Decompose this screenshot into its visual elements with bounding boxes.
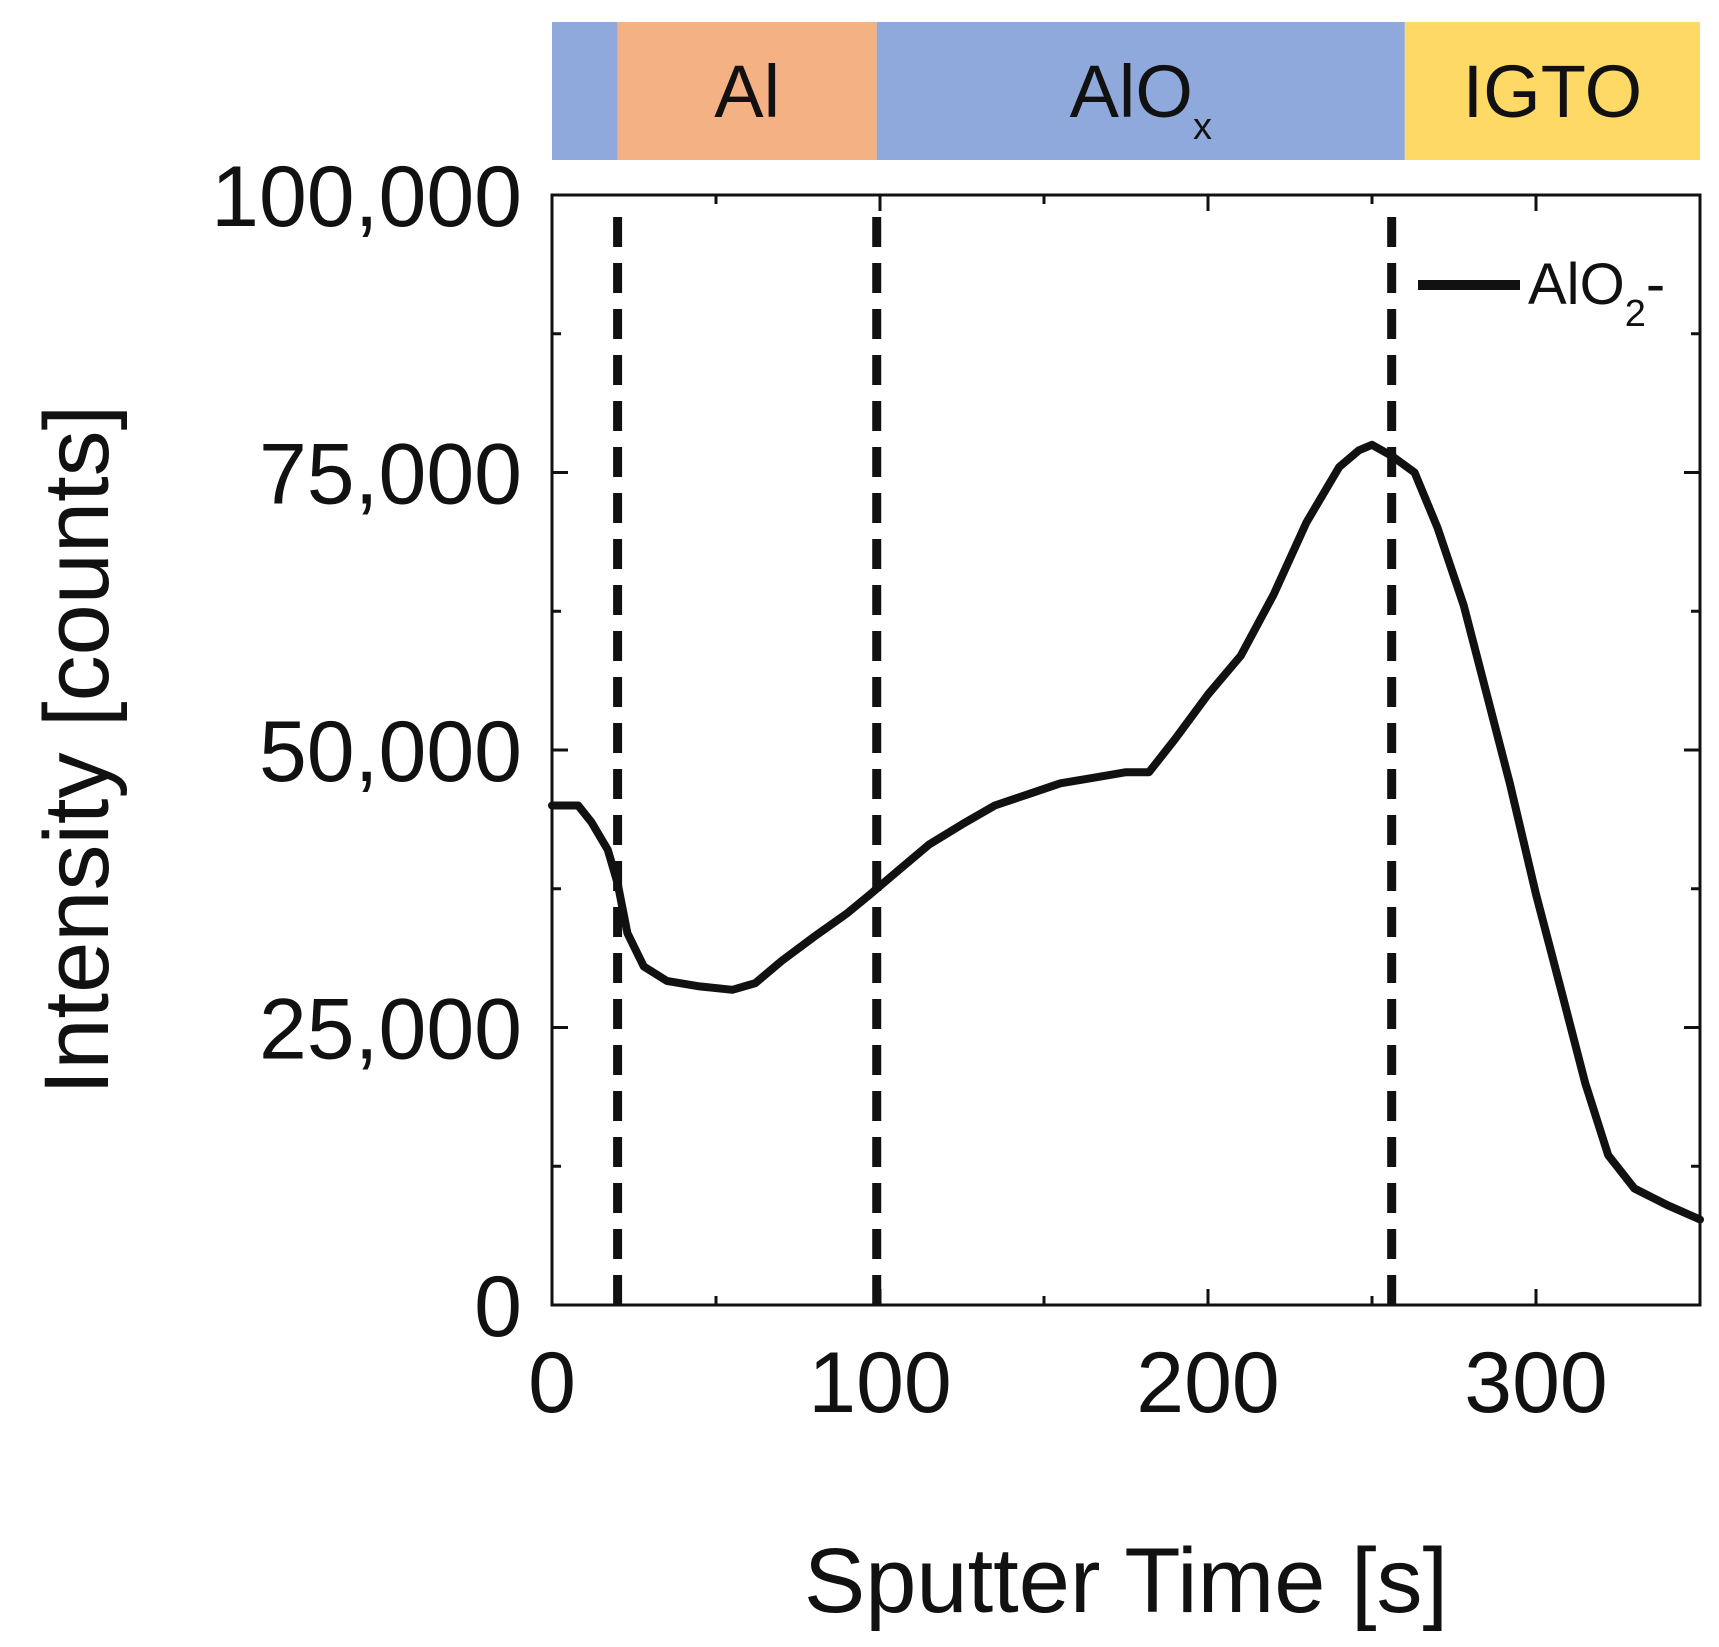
y-tick-label: 25,000 xyxy=(259,982,522,1078)
y-tick-label: 50,000 xyxy=(259,704,522,800)
y-tick-label: 100,000 xyxy=(211,149,522,245)
axis-ticks xyxy=(550,193,1700,1307)
layer-band-label: Al xyxy=(714,50,780,133)
layer-band-alo xyxy=(876,22,1405,160)
x-tick-labels: 0 100 200 300 xyxy=(528,1335,1608,1431)
legend: AlO2- xyxy=(1418,252,1665,335)
series-line-alo2 xyxy=(548,440,1704,1224)
legend-label-alo2: AlO2- xyxy=(1528,252,1665,335)
plot-area-frame xyxy=(550,193,1702,1307)
layer-band-al xyxy=(617,22,877,160)
y-tick-label: 0 xyxy=(474,1259,522,1355)
y-tick-labels: 0 25,000 50,000 75,000 100,000 xyxy=(211,149,522,1355)
y-axis-title: Intensity [counts] xyxy=(26,405,128,1095)
layer-band-igto xyxy=(1404,22,1700,160)
x-axis-title: Sputter Time [s] xyxy=(804,1530,1448,1632)
layer-band-label: AlOx xyxy=(1070,50,1212,148)
x-tick-label: 200 xyxy=(1136,1335,1280,1431)
layer-band-strip: Al AlOx IGTO xyxy=(552,22,1700,160)
x-tick-label: 0 xyxy=(528,1335,576,1431)
y-tick-label: 75,000 xyxy=(259,427,522,523)
x-tick-label: 100 xyxy=(808,1335,952,1431)
layer-band-substrate-0 xyxy=(552,22,618,160)
layer-boundary-lines xyxy=(613,217,1397,1305)
layer-band-label: IGTO xyxy=(1463,50,1643,133)
x-tick-label: 300 xyxy=(1464,1335,1608,1431)
